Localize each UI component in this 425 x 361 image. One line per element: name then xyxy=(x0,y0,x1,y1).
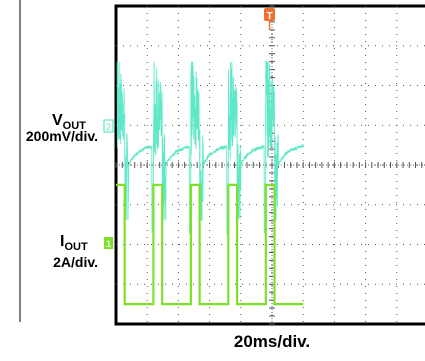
iout-label-sub: OUT xyxy=(64,241,88,253)
gridlines xyxy=(116,6,425,324)
vout-trace-group xyxy=(116,61,304,235)
vout-trace xyxy=(116,61,304,235)
vout-label-main: V xyxy=(52,112,63,129)
channel-1-marker-box xyxy=(104,237,113,249)
channel-2-marker-box xyxy=(103,119,114,133)
iout-label-main: I xyxy=(60,233,64,250)
channel-1-marker-label: 1 xyxy=(106,239,111,249)
channel-1-marker: 1 xyxy=(104,237,113,249)
trigger-marker-box xyxy=(264,8,275,21)
channel-2-marker: 2 xyxy=(103,119,114,133)
vout-scale-label: 200mV/div. xyxy=(26,128,98,144)
iout-label: IOUT xyxy=(60,233,88,253)
trigger-marker: T xyxy=(264,8,275,30)
iout-scale-label: 2A/div. xyxy=(53,254,98,270)
vout-label: VOUT xyxy=(52,112,86,132)
time-scale-label: 20ms/div. xyxy=(234,332,310,351)
iout-trace xyxy=(116,183,304,306)
vout-label-sub: OUT xyxy=(63,120,87,132)
trigger-marker-label: T xyxy=(266,11,272,22)
channel-2-marker-label: 2 xyxy=(106,122,111,132)
